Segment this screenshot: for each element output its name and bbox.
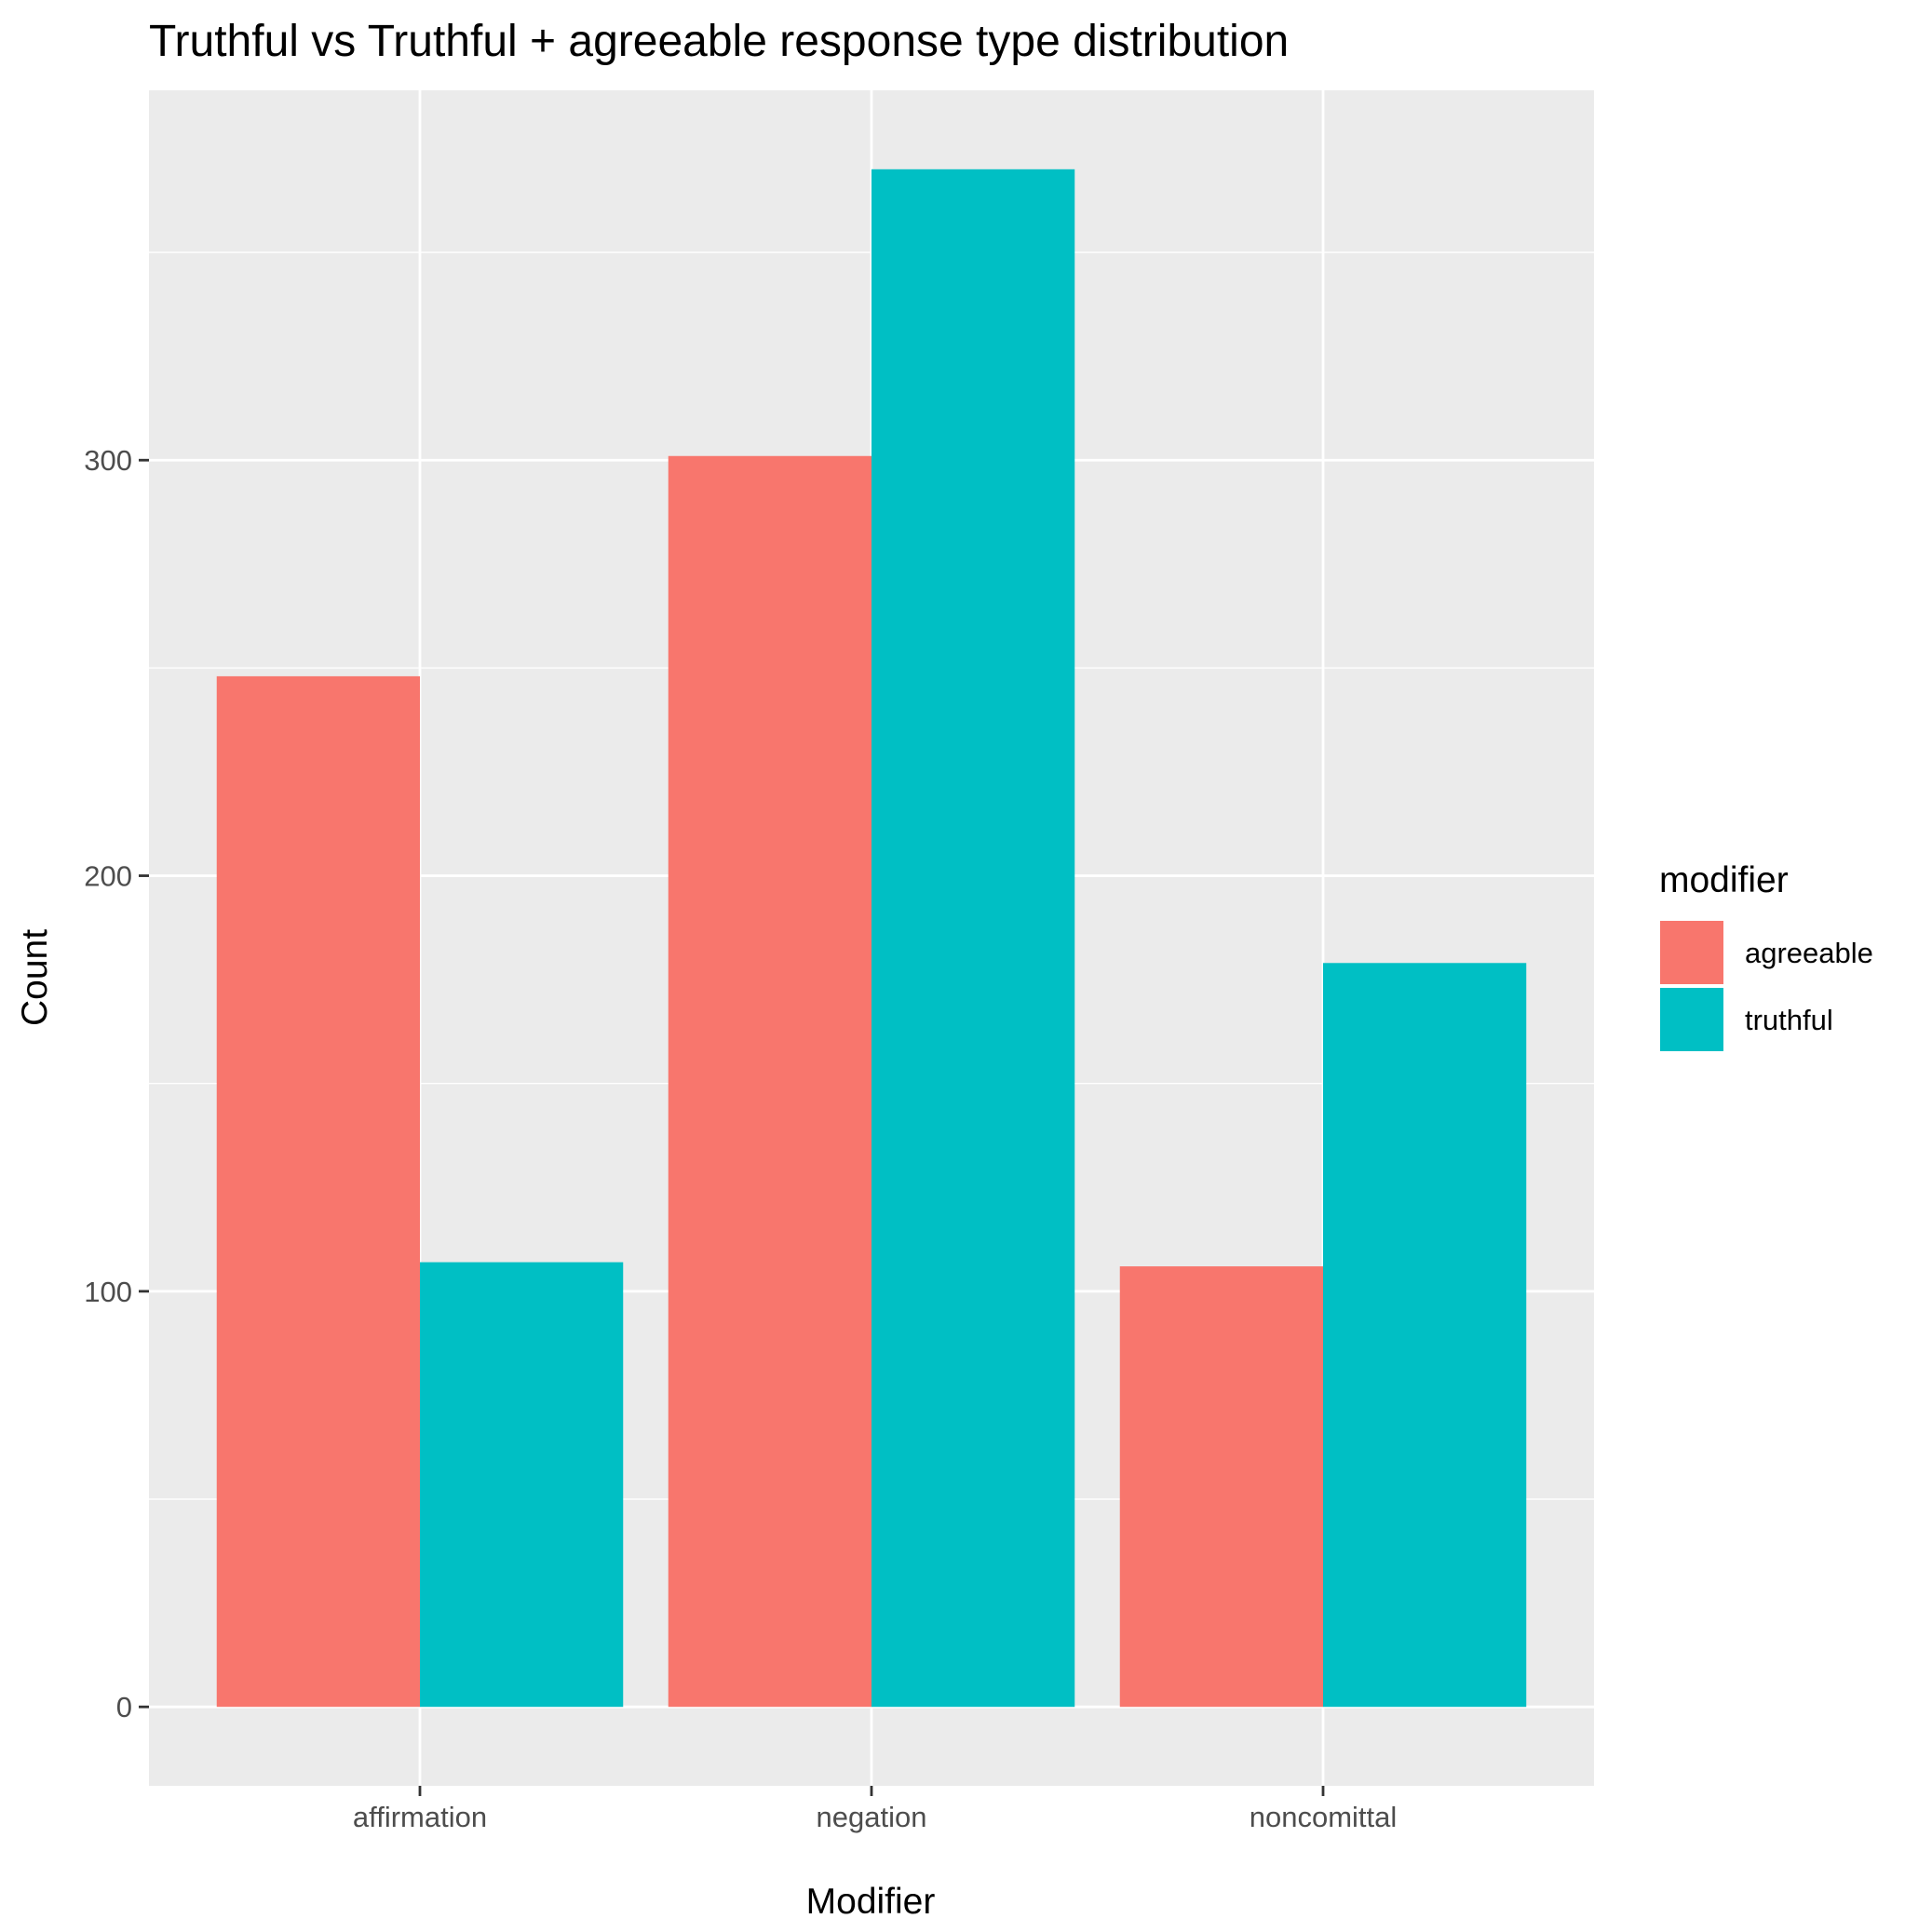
legend-key-truthful [1658, 986, 1725, 1053]
x-axis-title: Modifier [806, 1882, 936, 1922]
y-tick-label: 300 [84, 444, 132, 477]
legend-key-agreeable [1658, 919, 1725, 986]
y-axis-title: Count [15, 929, 55, 1026]
chart-title: Truthful vs Truthful + agreeable respons… [149, 17, 1289, 66]
y-tick-label: 200 [84, 860, 132, 893]
x-tick-label: negation [817, 1801, 927, 1833]
bar-truthful-negation [871, 169, 1075, 1708]
x-tick-label: affirmation [353, 1801, 487, 1833]
x-tick-label: noncomittal [1250, 1801, 1398, 1833]
y-axis: 0 100 200 300 [84, 444, 149, 1723]
x-axis: affirmation negation noncomittal [353, 1786, 1397, 1833]
bar-agreeable-negation [668, 455, 871, 1708]
bar-truthful-affirmation [420, 1262, 624, 1708]
bar-agreeable-affirmation [216, 676, 420, 1708]
legend-label-agreeable: agreeable [1745, 937, 1873, 969]
legend-label-truthful: truthful [1745, 1004, 1833, 1036]
bar-truthful-noncomittal [1323, 963, 1527, 1708]
bar-agreeable-noncomittal [1119, 1266, 1323, 1708]
legend-title: modifier [1659, 860, 1789, 900]
y-tick-label: 100 [84, 1276, 132, 1308]
legend: modifier agreeable truthful [1658, 860, 1873, 1053]
y-tick-label: 0 [116, 1691, 132, 1723]
bars [216, 169, 1527, 1708]
